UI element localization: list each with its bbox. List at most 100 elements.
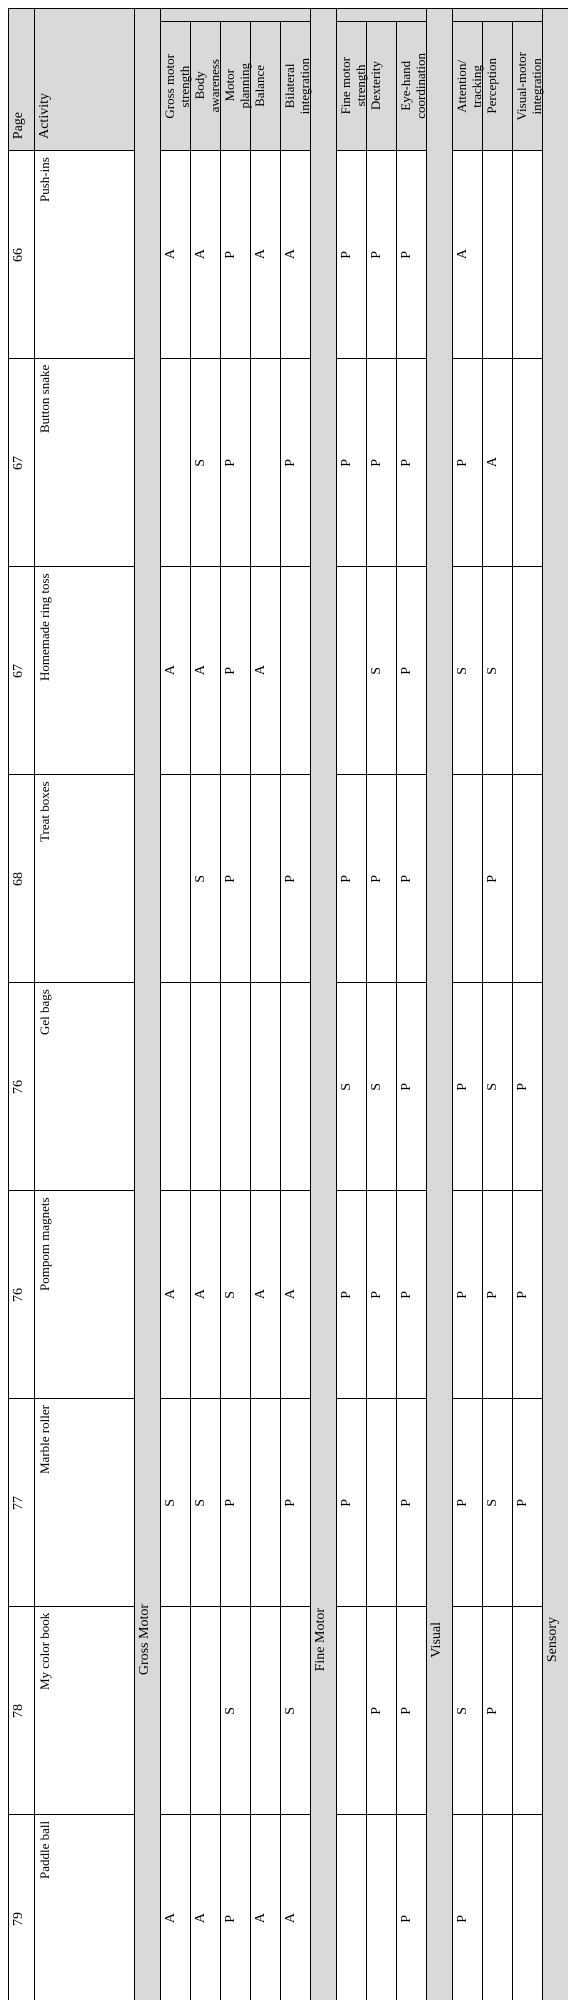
activity-cell: Gel bags [35,983,135,1191]
data-cell: A [281,151,311,359]
data-cell [251,359,281,567]
data-cell [367,1815,397,2000]
data-cell: P [221,1399,251,1607]
activity-cell: Marble roller [35,1399,135,1607]
page-header: Page [9,9,35,151]
data-cell: P [453,1815,483,2000]
data-cell: P [367,1191,397,1399]
table-row: 78My color bookSSPPSP [9,1607,568,1815]
data-cell [161,359,191,567]
data-cell: P [221,1815,251,2000]
page-cell: 77 [9,1399,35,1607]
data-cell: A [191,151,221,359]
table-row: 76Gel bagsSSPPSP?S [9,983,568,1191]
data-cell [337,1815,367,2000]
data-cell: P [483,775,513,983]
data-cell: P [397,1399,427,1607]
data-cell: P [337,359,367,567]
data-cell: P [397,775,427,983]
data-cell: A [453,151,483,359]
data-cell: A [251,1815,281,2000]
data-cell [251,1399,281,1607]
data-cell: P [397,1607,427,1815]
data-cell [281,567,311,775]
data-cell: P [513,983,543,1191]
page-cell: 68 [9,775,35,983]
data-cell [161,1607,191,1815]
table-row: 67Homemade ring tossAAPASPSS [9,567,568,775]
page-cell: 67 [9,567,35,775]
data-cell: P [367,359,397,567]
sub-header: Perception [483,22,513,151]
data-cell: P [397,359,427,567]
data-cell [191,1607,221,1815]
data-cell [513,567,543,775]
activity-matrix-table: PageActivityGross MotorFine MotorVisualS… [8,8,568,2000]
data-cell: P [453,359,483,567]
data-cell: A [191,567,221,775]
data-cell: P [397,151,427,359]
data-cell: A [281,1815,311,2000]
data-cell: P [397,1191,427,1399]
data-cell: P [367,1607,397,1815]
table-row: 68Treat boxesSPPPPPP [9,775,568,983]
data-cell: P [337,1399,367,1607]
table-row: 76Pompom magnetsAASAAPPPPPPS [9,1191,568,1399]
data-cell [251,1607,281,1815]
data-cell: P [221,359,251,567]
page-cell: 76 [9,1191,35,1399]
sub-header: Visual-motorintegration [513,22,543,151]
activity-cell: Pompom magnets [35,1191,135,1399]
table-row: 67Button snakeSPPPPPPA?S [9,359,568,567]
data-cell: P [221,567,251,775]
data-cell: S [161,1399,191,1607]
data-cell: S [483,983,513,1191]
data-cell [191,983,221,1191]
data-cell [251,775,281,983]
group-header: Gross Motor [135,9,161,2000]
data-cell [161,983,191,1191]
data-cell: P [483,1191,513,1399]
sub-header: Attention/tracking [453,22,483,151]
data-cell: A [251,151,281,359]
data-cell: S [367,567,397,775]
data-cell: P [281,775,311,983]
data-cell [513,359,543,567]
data-cell: P [453,1191,483,1399]
group-header: Visual [427,9,453,2000]
activity-header: Activity [35,9,135,151]
data-cell: P [221,151,251,359]
data-cell: P [337,1191,367,1399]
sub-header: Eye-handcoordination [397,22,427,151]
data-cell [337,567,367,775]
activity-cell: Push-ins [35,151,135,359]
table-row: 77Marble rollerSSPPPPPSPA [9,1399,568,1607]
data-cell: A [191,1815,221,2000]
data-cell [367,1399,397,1607]
table-row: 66Push-insAAPAAPPPA?A [9,151,568,359]
data-cell: S [221,1607,251,1815]
data-cell: A [161,567,191,775]
sub-header: Gross motorstrength [161,22,191,151]
data-cell: S [483,567,513,775]
data-cell: A [191,1191,221,1399]
page-cell: 76 [9,983,35,1191]
data-cell: P [397,1815,427,2000]
group-header: Sensory [543,9,568,2000]
sub-header: Bodyawareness [191,22,221,151]
activity-cell: Button snake [35,359,135,567]
table-row: 79Paddle ballAAPAAPP [9,1815,568,2000]
data-cell [513,1607,543,1815]
data-cell: P [281,1399,311,1607]
data-cell [483,151,513,359]
data-cell: P [221,775,251,983]
group-sub-span [453,9,543,22]
data-cell: S [191,775,221,983]
data-cell: P [513,1399,543,1607]
activity-cell: My color book [35,1607,135,1815]
group-sub-span [161,9,311,22]
activity-cell: Paddle ball [35,1815,135,2000]
data-cell: P [483,1607,513,1815]
page-cell: 79 [9,1815,35,2000]
data-cell [337,1607,367,1815]
